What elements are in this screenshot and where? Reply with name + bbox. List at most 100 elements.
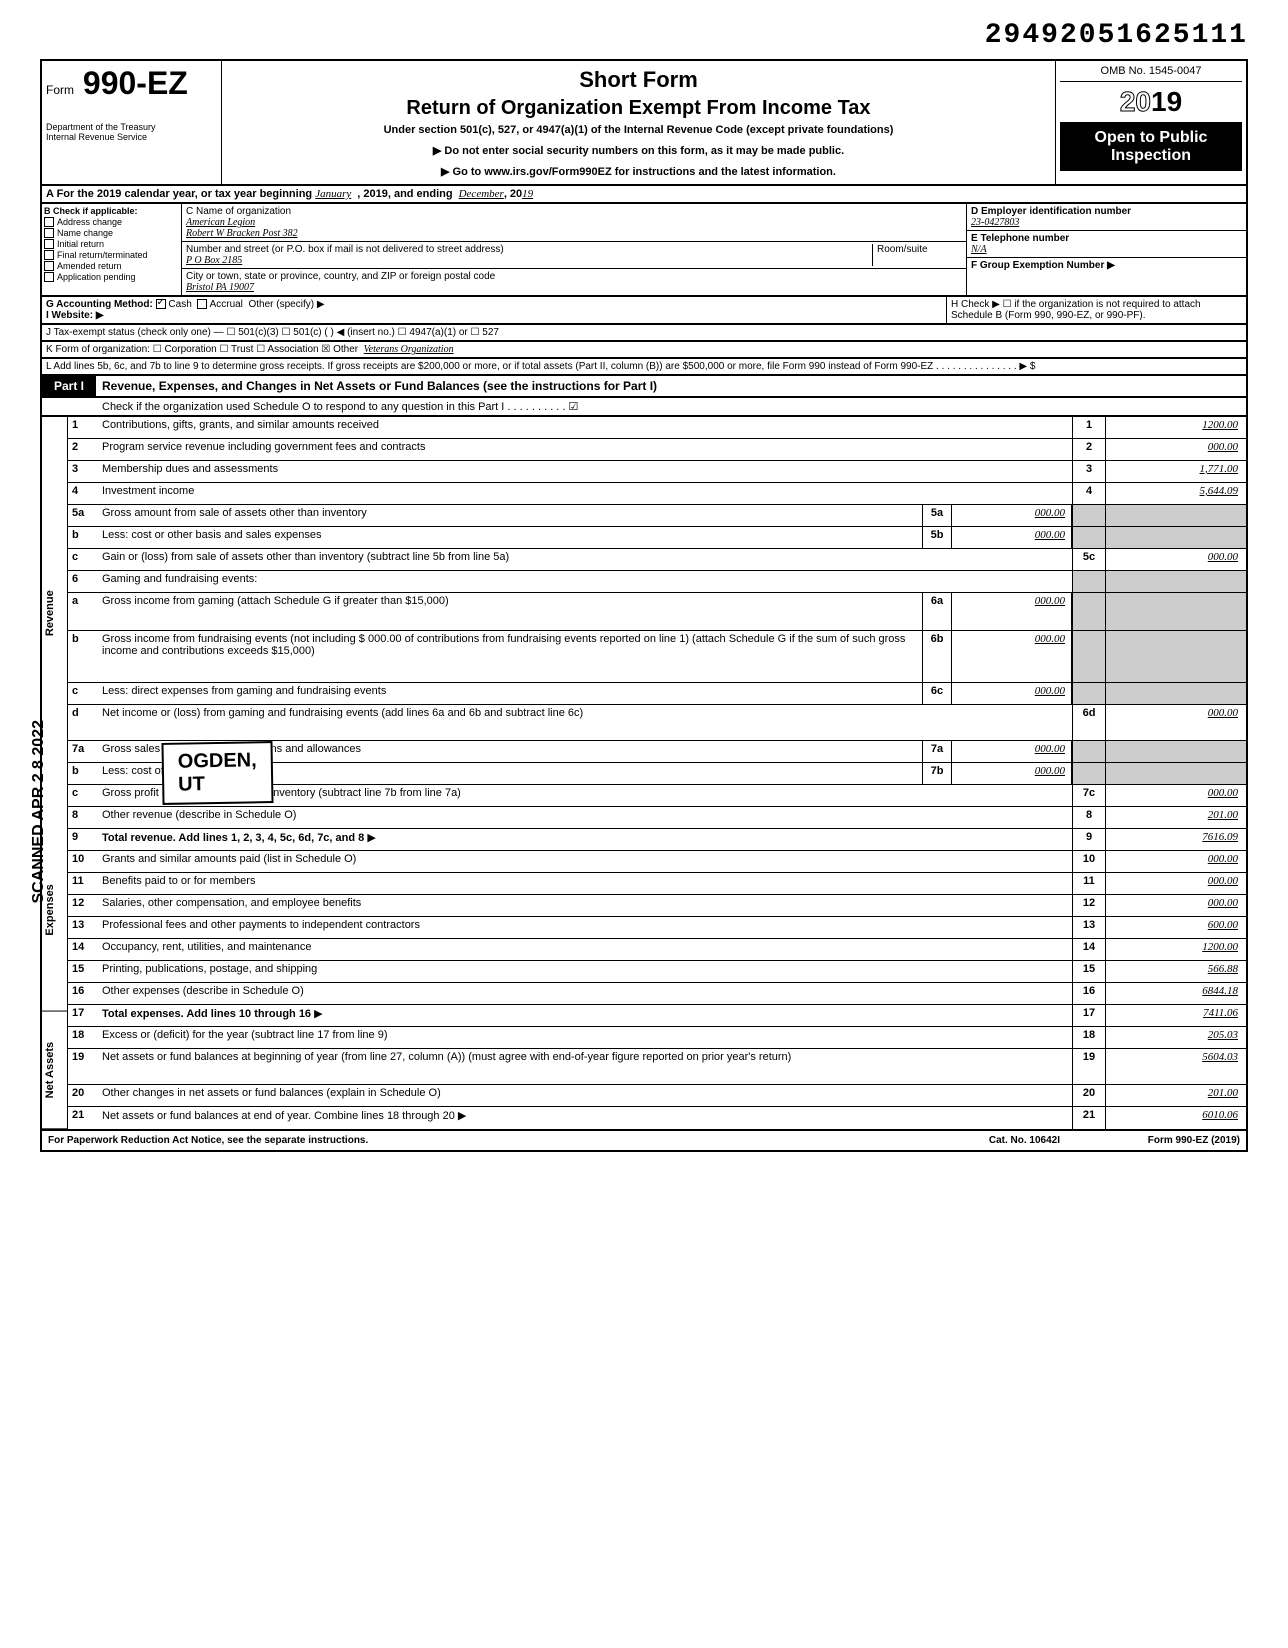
line-6d: dNet income or (loss) from gaming and fu… bbox=[68, 705, 1246, 741]
form-label: Form bbox=[46, 83, 74, 97]
org-name-1: American Legion bbox=[186, 217, 255, 228]
h-text: H Check ▶ ☐ if the organization is not r… bbox=[946, 297, 1246, 323]
line-11: 11Benefits paid to or for members 11000.… bbox=[68, 873, 1246, 895]
k-value: Veterans Organization bbox=[364, 344, 454, 355]
line-6b: bGross income from fundraising events (n… bbox=[68, 631, 1246, 683]
form-header: Form 990-EZ Department of the Treasury I… bbox=[40, 59, 1248, 186]
form-number-block: Form 990-EZ Department of the Treasury I… bbox=[42, 61, 222, 184]
chk-amended-return[interactable]: Amended return bbox=[44, 261, 179, 271]
arrow-ssn: ▶ Do not enter social security numbers o… bbox=[232, 144, 1045, 157]
open-to-public: Open to Public Inspection bbox=[1060, 123, 1242, 171]
short-form-label: Short Form bbox=[232, 67, 1045, 93]
row-k: K Form of organization: ☐ Corporation ☐ … bbox=[40, 342, 1248, 359]
under-section-text: Under section 501(c), 527, or 4947(a)(1)… bbox=[232, 124, 1045, 136]
j-label: J Tax-exempt status (check only one) — ☐… bbox=[46, 327, 499, 338]
sched-o-check: Check if the organization used Schedule … bbox=[40, 398, 1248, 417]
end-year: 19 bbox=[522, 188, 533, 200]
line-6c: cLess: direct expenses from gaming and f… bbox=[68, 683, 1246, 705]
line-8: 8Other revenue (describe in Schedule O) … bbox=[68, 807, 1246, 829]
accrual-label: Accrual bbox=[210, 299, 243, 310]
row-a-mid: , 2019, and ending bbox=[357, 188, 452, 200]
line-10: 10Grants and similar amounts paid (list … bbox=[68, 851, 1246, 873]
chk-initial-return[interactable]: Initial return bbox=[44, 239, 179, 249]
d-label: D Employer identification number bbox=[971, 206, 1131, 217]
ogden-stamp: OGDEN, UT bbox=[161, 741, 273, 805]
line-5a: 5aGross amount from sale of assets other… bbox=[68, 505, 1246, 527]
line-19: 19Net assets or fund balances at beginni… bbox=[68, 1049, 1246, 1085]
line-6a: aGross income from gaming (attach Schedu… bbox=[68, 593, 1246, 631]
row-j: J Tax-exempt status (check only one) — ☐… bbox=[40, 325, 1248, 342]
g-label: G Accounting Method: bbox=[46, 299, 153, 310]
c-label: C Name of organization bbox=[186, 206, 291, 217]
line-3: 3Membership dues and assessments 31,771.… bbox=[68, 461, 1246, 483]
arrow-website: ▶ Go to www.irs.gov/Form990EZ for instru… bbox=[232, 165, 1045, 178]
scanned-stamp: SCANNED APR 2 8 2022 bbox=[30, 720, 48, 903]
i-label: I Website: ▶ bbox=[46, 310, 104, 321]
footer-left: For Paperwork Reduction Act Notice, see … bbox=[42, 1133, 983, 1148]
chk-accrual[interactable] bbox=[197, 299, 207, 309]
page-footer: For Paperwork Reduction Act Notice, see … bbox=[40, 1131, 1248, 1152]
line-6: 6Gaming and fundraising events: bbox=[68, 571, 1246, 593]
k-label: K Form of organization: ☐ Corporation ☐ … bbox=[46, 344, 358, 355]
line-16: 16Other expenses (describe in Schedule O… bbox=[68, 983, 1246, 1005]
cash-label: Cash bbox=[168, 299, 191, 310]
end-month: December bbox=[459, 188, 504, 200]
form-number: 990-EZ bbox=[83, 65, 188, 101]
tax-year: 20201919 bbox=[1060, 82, 1242, 123]
org-name-2: Robert W Bracken Post 382 bbox=[186, 228, 298, 239]
f-label: F Group Exemption Number ▶ bbox=[971, 260, 1115, 271]
line-18: 18Excess or (deficit) for the year (subt… bbox=[68, 1027, 1246, 1049]
col-b-header: B Check if applicable: bbox=[44, 206, 179, 216]
line-17: 17Total expenses. Add lines 10 through 1… bbox=[68, 1005, 1246, 1027]
line-4: 4Investment income 45,644.09 bbox=[68, 483, 1246, 505]
part1-tab: Part I bbox=[42, 376, 96, 396]
col-c-name-address: C Name of organization American Legion R… bbox=[182, 204, 966, 295]
row-l: L Add lines 5b, 6c, and 7b to line 9 to … bbox=[40, 359, 1248, 376]
line-13: 13Professional fees and other payments t… bbox=[68, 917, 1246, 939]
col-right-ids: D Employer identification number 23-0427… bbox=[966, 204, 1246, 295]
header-right-block: OMB No. 1545-0047 20201919 Open to Publi… bbox=[1056, 61, 1246, 184]
line-14: 14Occupancy, rent, utilities, and mainte… bbox=[68, 939, 1246, 961]
col-b-checkboxes: B Check if applicable: Address change Na… bbox=[42, 204, 182, 295]
room-label: Room/suite bbox=[877, 244, 928, 255]
chk-name-change[interactable]: Name change bbox=[44, 228, 179, 238]
line-20: 20Other changes in net assets or fund ba… bbox=[68, 1085, 1246, 1107]
chk-application-pending[interactable]: Application pending bbox=[44, 272, 179, 282]
line-5b: bLess: cost or other basis and sales exp… bbox=[68, 527, 1246, 549]
identity-block: B Check if applicable: Address change Na… bbox=[40, 204, 1248, 297]
line-2: 2Program service revenue including gover… bbox=[68, 439, 1246, 461]
chk-final-return[interactable]: Final return/terminated bbox=[44, 250, 179, 260]
line-5c: cGain or (loss) from sale of assets othe… bbox=[68, 549, 1246, 571]
side-net-assets: Net Assets bbox=[42, 1012, 67, 1129]
header-title-block: Short Form Return of Organization Exempt… bbox=[222, 61, 1056, 184]
line-15: 15Printing, publications, postage, and s… bbox=[68, 961, 1246, 983]
document-number: 29492051625111 bbox=[40, 20, 1248, 51]
e-label: E Telephone number bbox=[971, 233, 1069, 244]
chk-address-change[interactable]: Address change bbox=[44, 217, 179, 227]
phone-value: N/A bbox=[971, 244, 987, 255]
row-a-tax-year: A For the 2019 calendar year, or tax yea… bbox=[40, 186, 1248, 204]
line-21: 21Net assets or fund balances at end of … bbox=[68, 1107, 1246, 1129]
ein-value: 23-0427803 bbox=[971, 217, 1019, 228]
department-label: Department of the Treasury Internal Reve… bbox=[46, 122, 217, 142]
return-title: Return of Organization Exempt From Incom… bbox=[232, 97, 1045, 120]
line-12: 12Salaries, other compensation, and empl… bbox=[68, 895, 1246, 917]
street-value: P O Box 2185 bbox=[186, 255, 242, 266]
city-value: Bristol PA 19007 bbox=[186, 282, 254, 293]
line-9: 9Total revenue. Add lines 1, 2, 3, 4, 5c… bbox=[68, 829, 1246, 851]
footer-right: Form 990-EZ (2019) bbox=[1066, 1133, 1246, 1148]
part1-header: Part I Revenue, Expenses, and Changes in… bbox=[40, 376, 1248, 398]
chk-cash[interactable] bbox=[156, 299, 166, 309]
other-label: Other (specify) ▶ bbox=[248, 299, 324, 310]
part1-title: Revenue, Expenses, and Changes in Net As… bbox=[96, 377, 1246, 395]
footer-mid: Cat. No. 10642I bbox=[983, 1133, 1066, 1148]
row-a-year-label: , 20 bbox=[504, 188, 522, 200]
city-label: City or town, state or province, country… bbox=[186, 271, 495, 282]
street-label: Number and street (or P.O. box if mail i… bbox=[186, 244, 504, 255]
begin-month: January bbox=[315, 188, 351, 200]
omb-number: OMB No. 1545-0047 bbox=[1060, 65, 1242, 82]
line-1: 1Contributions, gifts, grants, and simil… bbox=[68, 417, 1246, 439]
row-ghi: G Accounting Method: Cash Accrual Other … bbox=[40, 297, 1248, 325]
l-label: L Add lines 5b, 6c, and 7b to line 9 to … bbox=[46, 361, 1035, 372]
row-a-label: A For the 2019 calendar year, or tax yea… bbox=[46, 188, 312, 200]
